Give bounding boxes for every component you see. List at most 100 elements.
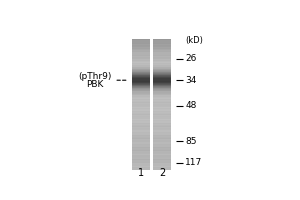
Bar bbox=[153, 109, 171, 110]
Bar bbox=[132, 49, 150, 50]
Bar bbox=[153, 57, 171, 58]
Bar bbox=[132, 136, 150, 137]
Bar bbox=[132, 130, 150, 132]
Bar bbox=[153, 123, 171, 124]
Bar bbox=[132, 140, 150, 141]
Bar bbox=[132, 155, 150, 157]
Bar bbox=[153, 51, 171, 52]
Bar bbox=[153, 55, 171, 56]
Bar bbox=[132, 83, 150, 84]
Bar bbox=[132, 64, 150, 65]
Bar bbox=[132, 122, 150, 123]
Bar bbox=[153, 60, 171, 61]
Bar bbox=[153, 130, 171, 132]
Bar bbox=[132, 106, 150, 107]
Bar bbox=[132, 151, 150, 152]
Bar bbox=[153, 56, 171, 57]
Bar bbox=[153, 147, 171, 148]
Bar bbox=[132, 146, 150, 147]
Bar bbox=[132, 43, 150, 44]
Bar bbox=[153, 42, 171, 43]
Bar bbox=[153, 128, 171, 129]
Bar bbox=[153, 43, 171, 44]
Bar bbox=[132, 128, 150, 129]
Bar bbox=[153, 127, 171, 128]
Bar bbox=[153, 48, 171, 49]
Bar bbox=[132, 88, 150, 89]
Bar bbox=[132, 62, 150, 63]
Bar bbox=[153, 110, 171, 111]
Bar bbox=[153, 97, 171, 98]
Bar bbox=[132, 129, 150, 130]
Bar bbox=[132, 147, 150, 148]
Text: 2: 2 bbox=[159, 168, 165, 178]
Bar bbox=[153, 161, 171, 162]
Bar bbox=[132, 63, 150, 64]
Bar bbox=[132, 119, 150, 120]
Bar bbox=[153, 141, 171, 142]
Bar bbox=[132, 145, 150, 146]
Bar bbox=[132, 159, 150, 160]
Bar bbox=[132, 95, 150, 96]
Bar bbox=[153, 116, 171, 117]
Bar bbox=[153, 45, 171, 46]
Bar bbox=[153, 111, 171, 112]
Bar bbox=[153, 98, 171, 99]
Bar bbox=[153, 101, 171, 102]
Bar bbox=[153, 87, 171, 88]
Bar bbox=[153, 139, 171, 140]
Bar bbox=[132, 59, 150, 60]
Bar bbox=[153, 120, 171, 121]
Bar bbox=[153, 146, 171, 147]
Bar bbox=[132, 99, 150, 100]
Bar bbox=[153, 138, 171, 139]
Bar bbox=[153, 84, 171, 85]
Bar bbox=[132, 126, 150, 127]
Bar bbox=[132, 93, 150, 94]
Text: 1: 1 bbox=[138, 168, 144, 178]
Bar bbox=[132, 121, 150, 122]
Bar bbox=[153, 95, 171, 96]
Bar bbox=[153, 81, 171, 82]
Bar bbox=[153, 106, 171, 107]
Bar bbox=[132, 115, 150, 116]
Bar bbox=[132, 68, 150, 69]
Bar bbox=[132, 85, 150, 86]
Bar bbox=[132, 75, 150, 76]
Bar bbox=[132, 48, 150, 49]
Text: 34: 34 bbox=[185, 76, 196, 85]
Text: 26: 26 bbox=[185, 54, 196, 63]
Text: 48: 48 bbox=[185, 101, 196, 110]
Bar bbox=[153, 167, 171, 168]
Bar bbox=[153, 153, 171, 154]
Bar bbox=[132, 116, 150, 117]
Bar bbox=[132, 53, 150, 55]
Bar bbox=[153, 85, 171, 86]
Text: (kD): (kD) bbox=[185, 36, 203, 45]
Bar bbox=[132, 58, 150, 59]
Bar bbox=[153, 103, 171, 104]
Bar bbox=[153, 159, 171, 160]
Bar bbox=[132, 134, 150, 135]
Bar bbox=[153, 134, 171, 135]
Bar bbox=[153, 135, 171, 136]
Bar bbox=[132, 150, 150, 151]
Bar bbox=[132, 149, 150, 150]
Bar bbox=[153, 152, 171, 153]
Bar bbox=[132, 111, 150, 112]
Bar bbox=[153, 63, 171, 64]
Bar bbox=[153, 69, 171, 70]
Bar bbox=[132, 113, 150, 114]
Bar bbox=[153, 162, 171, 163]
Bar bbox=[153, 115, 171, 116]
Bar bbox=[132, 90, 150, 91]
Bar bbox=[132, 144, 150, 145]
Bar bbox=[153, 114, 171, 115]
Bar bbox=[132, 57, 150, 58]
Bar bbox=[153, 39, 171, 40]
Bar bbox=[153, 65, 171, 67]
Bar bbox=[132, 157, 150, 158]
Bar bbox=[153, 73, 171, 74]
Text: PBK: PBK bbox=[86, 80, 103, 89]
Bar bbox=[132, 42, 150, 43]
